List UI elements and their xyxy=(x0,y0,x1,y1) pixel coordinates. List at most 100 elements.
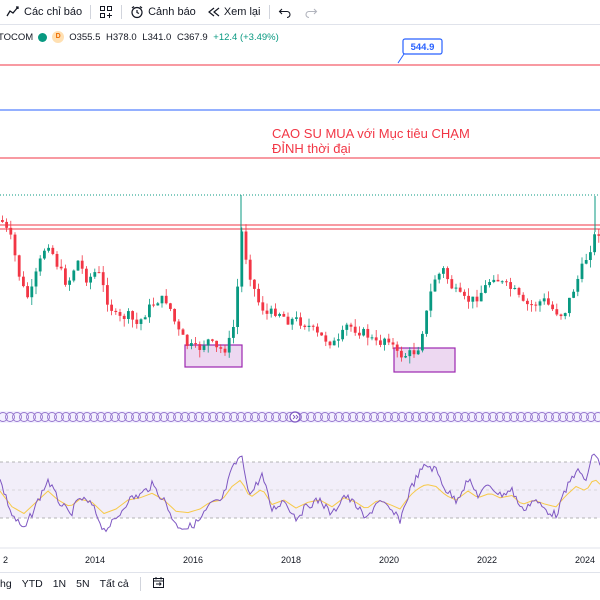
separator-pattern xyxy=(558,412,568,422)
candle-body xyxy=(219,347,223,349)
separator-pattern xyxy=(320,412,330,422)
layout-grid-button[interactable] xyxy=(93,0,119,24)
candle-body xyxy=(475,296,479,302)
candle-body xyxy=(215,340,218,348)
price-callout[interactable]: 544.9 xyxy=(397,38,443,64)
separator-pattern xyxy=(61,412,71,422)
time-label: 2 xyxy=(3,555,8,565)
range-bar: hg YTD 1N 5N Tất cả xyxy=(0,572,600,595)
separator-pattern xyxy=(278,412,288,422)
candle-body xyxy=(379,340,382,345)
price-callout-label: 544.9 xyxy=(411,42,435,53)
candle-body xyxy=(421,333,424,351)
separator-pattern xyxy=(313,412,323,422)
candle-body xyxy=(13,234,17,256)
candle-body xyxy=(286,316,290,325)
separator-pattern xyxy=(54,412,64,422)
range-option[interactable]: hg xyxy=(0,578,12,590)
redo-button[interactable] xyxy=(298,0,324,24)
candle-body xyxy=(299,317,302,326)
separator-pattern xyxy=(334,412,344,422)
candle-body xyxy=(80,260,84,269)
separator-pattern xyxy=(390,412,400,422)
undo-button[interactable] xyxy=(272,0,298,24)
separator-pattern xyxy=(75,412,85,422)
candle-body xyxy=(97,272,101,274)
candle-body xyxy=(5,221,8,228)
separator-pattern xyxy=(271,412,281,422)
candle-body xyxy=(282,313,286,317)
toolbar-divider xyxy=(121,5,123,19)
interval-badge: D xyxy=(52,31,65,43)
candle-body xyxy=(572,291,575,298)
annotation-text-line1[interactable]: CAO SU MUA với Mục tiêu CHẠM xyxy=(272,126,470,141)
candle-body xyxy=(118,312,122,316)
separator-pattern xyxy=(82,412,92,422)
candle-body xyxy=(400,350,403,358)
symbol-name[interactable]: TOCOM xyxy=(0,31,34,43)
candle-body xyxy=(265,310,269,314)
replay-button[interactable]: Xem lại xyxy=(202,0,267,24)
date-range-button[interactable] xyxy=(147,576,170,592)
accumulation-box-2020[interactable] xyxy=(393,347,456,373)
separator-pattern xyxy=(488,412,498,422)
separator-pattern xyxy=(89,412,99,422)
candle-body xyxy=(530,304,533,306)
candle-body xyxy=(1,220,4,222)
separator-pattern xyxy=(537,412,547,422)
annotation-text-line2[interactable]: ĐỈNH thời đại xyxy=(272,141,351,156)
candle-body xyxy=(391,342,395,345)
range-option-5y[interactable]: 5N xyxy=(76,578,90,590)
candle-body xyxy=(55,253,59,267)
candle-body xyxy=(177,321,181,330)
separator-pattern xyxy=(208,412,218,422)
candle-body xyxy=(509,282,512,289)
candle-body xyxy=(496,279,500,282)
candle-body xyxy=(122,315,126,319)
separator-pattern xyxy=(103,412,113,422)
separator-pattern xyxy=(180,412,190,422)
separator-pattern xyxy=(355,412,365,422)
pane-separator[interactable] xyxy=(0,411,600,423)
range-option-1y[interactable]: 1N xyxy=(52,578,67,590)
rsi-line xyxy=(0,453,600,533)
range-option-all[interactable]: Tất cả xyxy=(99,578,129,590)
separator-pattern xyxy=(418,412,428,422)
separator-pattern xyxy=(404,412,414,422)
separator-pattern xyxy=(0,412,8,422)
candle-body xyxy=(93,272,97,277)
candle-body xyxy=(34,271,38,287)
candle-body xyxy=(349,324,353,327)
price-chart[interactable]: 544.9 CAO SU MUA với Mục tiêu CHẠM ĐỈNH … xyxy=(0,0,600,572)
candle-body xyxy=(584,260,588,264)
separator-pattern xyxy=(47,412,57,422)
alerts-button[interactable]: Cảnh báo xyxy=(124,0,202,24)
separator-pattern xyxy=(19,412,29,422)
separator-pattern xyxy=(201,412,211,422)
high-value: H378.0 xyxy=(106,31,137,43)
candle-body xyxy=(517,287,521,295)
separator-pattern xyxy=(40,412,50,422)
separator-pattern xyxy=(453,412,463,422)
separator-pattern xyxy=(530,412,540,422)
candle-body xyxy=(463,291,466,296)
candle-body xyxy=(374,337,378,341)
candle-body xyxy=(202,345,206,350)
candle-body xyxy=(538,301,542,306)
candle-body xyxy=(181,329,185,335)
candle-body xyxy=(143,317,147,320)
indicators-button[interactable]: Các chỉ báo xyxy=(0,0,88,24)
candle-body xyxy=(597,234,600,236)
change-value: +12.4 (+3.49%) xyxy=(213,31,279,43)
separator-pattern xyxy=(572,412,582,422)
candle-body xyxy=(576,278,580,292)
calendar-range-icon xyxy=(152,577,164,588)
candle-body xyxy=(542,298,546,302)
candle-body xyxy=(337,339,340,341)
separator-pattern xyxy=(166,412,176,422)
range-option-ytd[interactable]: YTD xyxy=(21,578,43,590)
candle-body xyxy=(248,259,252,280)
candle-body xyxy=(345,324,349,330)
toolbar-divider xyxy=(90,5,92,19)
accumulation-box-2016[interactable] xyxy=(184,344,243,368)
